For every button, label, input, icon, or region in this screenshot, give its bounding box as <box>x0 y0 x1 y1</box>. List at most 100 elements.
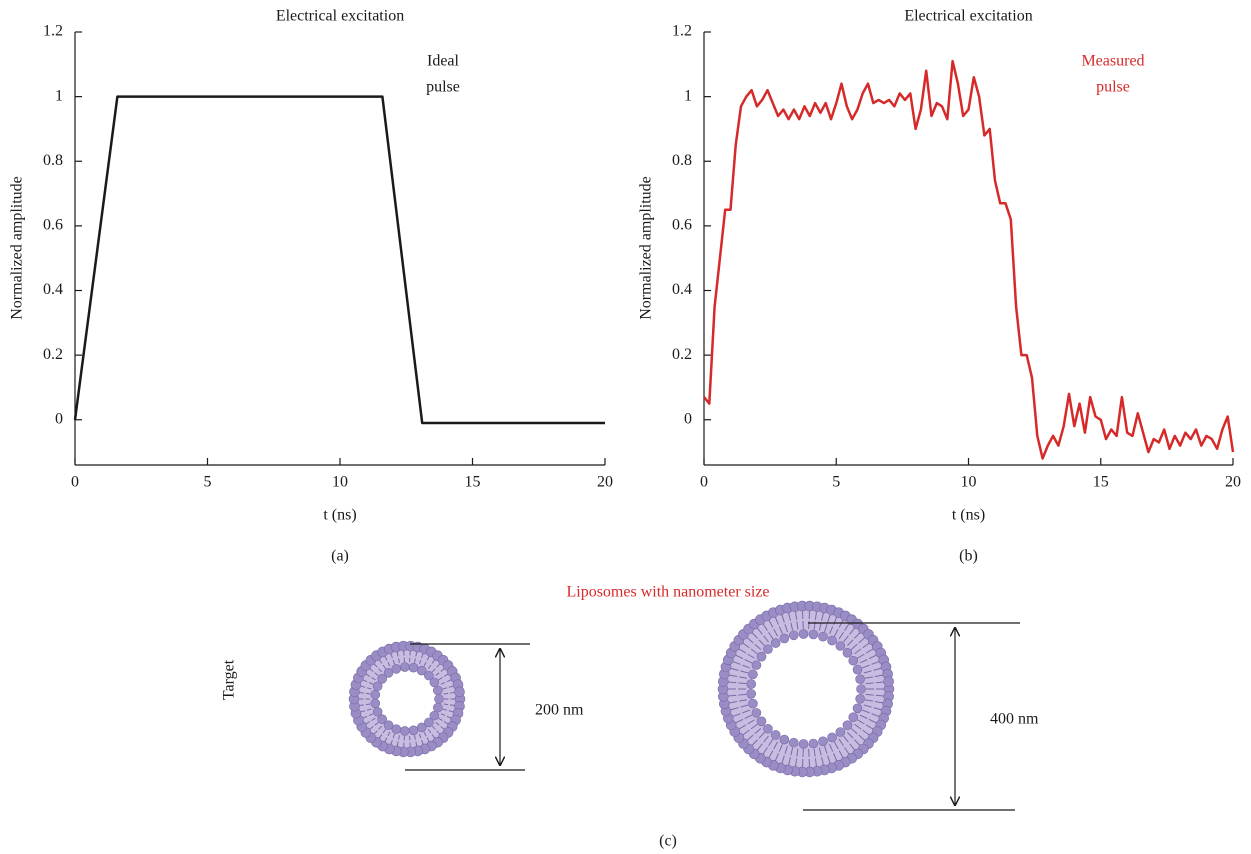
lipid-head <box>408 662 419 673</box>
lipid-head <box>855 694 865 704</box>
lipid-tail <box>774 617 783 635</box>
lipid-tail <box>859 714 877 724</box>
y-tick-label: 0.4 <box>672 281 692 298</box>
lipid-tail <box>756 627 769 643</box>
lipid-tail <box>833 741 844 758</box>
x-tick-label: 20 <box>597 474 613 491</box>
lipid-head <box>383 720 394 730</box>
lipid-tail <box>781 745 788 764</box>
lipid-head <box>383 668 394 678</box>
lipid-head <box>848 712 859 723</box>
lipid-head <box>372 681 383 692</box>
lipid-tail <box>418 733 424 745</box>
lipid-tail <box>818 747 824 766</box>
lipid-head <box>856 684 866 694</box>
lipid-head <box>377 714 387 724</box>
lipid-tail <box>751 732 765 746</box>
lipid-tail <box>843 735 856 751</box>
lipid-tail <box>854 642 870 655</box>
lipid-tail <box>847 732 861 746</box>
lipid-tail <box>746 637 762 650</box>
lipid-tail <box>378 659 387 670</box>
lipid-head <box>372 706 383 717</box>
lipid-head <box>429 710 440 721</box>
lipid-tail <box>795 748 799 767</box>
lipid-tail <box>864 699 883 704</box>
x-tick-label: 15 <box>1093 474 1109 491</box>
x-tick-label: 10 <box>332 474 348 491</box>
x-tick-label: 10 <box>961 474 977 491</box>
lipid-tail <box>838 623 850 640</box>
lipid-tail <box>359 703 371 707</box>
x-axis-label: t (ns) <box>952 507 985 524</box>
lipid-tail <box>833 620 844 637</box>
lipid-head <box>370 698 381 709</box>
lipid-tail <box>824 614 831 633</box>
lipid-tail <box>762 623 774 640</box>
y-tick-label: 0.6 <box>43 217 63 234</box>
lipid-head <box>808 629 819 640</box>
panel-c-title: Liposomes with nanometer size <box>566 584 769 601</box>
lipid-head <box>434 694 444 704</box>
lipid-head <box>788 630 799 641</box>
lipid-head <box>751 660 762 670</box>
lipid-tail <box>359 691 371 695</box>
lipid-head <box>748 669 758 680</box>
y-tick-label: 0.2 <box>672 346 692 363</box>
lipid-tail <box>390 733 396 745</box>
y-tick-label: 1.2 <box>672 23 692 40</box>
lipid-tail <box>729 674 748 679</box>
lipid-head <box>391 724 402 734</box>
side-label: Target <box>221 659 238 700</box>
lipid-head <box>848 655 859 666</box>
lipid-head <box>827 635 837 646</box>
lipid-head <box>424 717 434 728</box>
data-line <box>73 95 605 425</box>
x-tick-label: 20 <box>1225 474 1241 491</box>
lipid-tail <box>423 731 430 742</box>
lipid-tail <box>850 728 866 741</box>
lipid-tail <box>431 663 441 673</box>
lipid-head <box>798 629 809 639</box>
lipid-tail <box>435 668 445 677</box>
lipid-head <box>788 737 799 748</box>
panel-label: (a) <box>331 548 349 565</box>
lipid-tail <box>396 735 400 747</box>
lipid-tail <box>409 651 411 663</box>
lipid-head <box>751 708 762 718</box>
y-tick-label: 0.8 <box>43 152 63 169</box>
y-tick-label: 0.2 <box>43 346 63 363</box>
lipid-tail <box>440 713 452 719</box>
panel-label: (b) <box>959 548 978 565</box>
lipid-tail <box>863 704 882 711</box>
lipid-tail <box>362 679 374 685</box>
lipid-tail <box>378 728 387 739</box>
lipid-head <box>429 677 440 688</box>
lipid-tail <box>732 661 751 669</box>
lipid-head <box>779 633 790 644</box>
data-line <box>703 59 1235 460</box>
lipid-head <box>433 685 443 696</box>
x-axis-label: t (ns) <box>323 507 356 524</box>
lipid-tail <box>829 743 838 761</box>
lipid-tail <box>768 741 779 758</box>
lipid-tail <box>859 654 877 664</box>
lipid-head <box>370 689 381 700</box>
y-axis-label: Normalized amplitude <box>638 176 655 320</box>
lipid-tail <box>443 691 455 695</box>
lipid-tail <box>418 653 424 665</box>
lipid-tail <box>788 612 794 631</box>
annotation: Ideal <box>427 53 460 70</box>
lipid-head <box>433 702 443 713</box>
lipid-head <box>842 648 853 658</box>
lipid-head <box>835 641 846 651</box>
lipid-tail <box>365 717 376 725</box>
lipid-head <box>424 670 434 681</box>
lipid-tail <box>864 674 883 679</box>
x-tick-label: 0 <box>71 474 79 491</box>
lipid-head <box>883 676 894 687</box>
lipid-tail <box>360 708 372 713</box>
lipid-head <box>454 686 465 698</box>
lipid-body <box>354 646 460 752</box>
